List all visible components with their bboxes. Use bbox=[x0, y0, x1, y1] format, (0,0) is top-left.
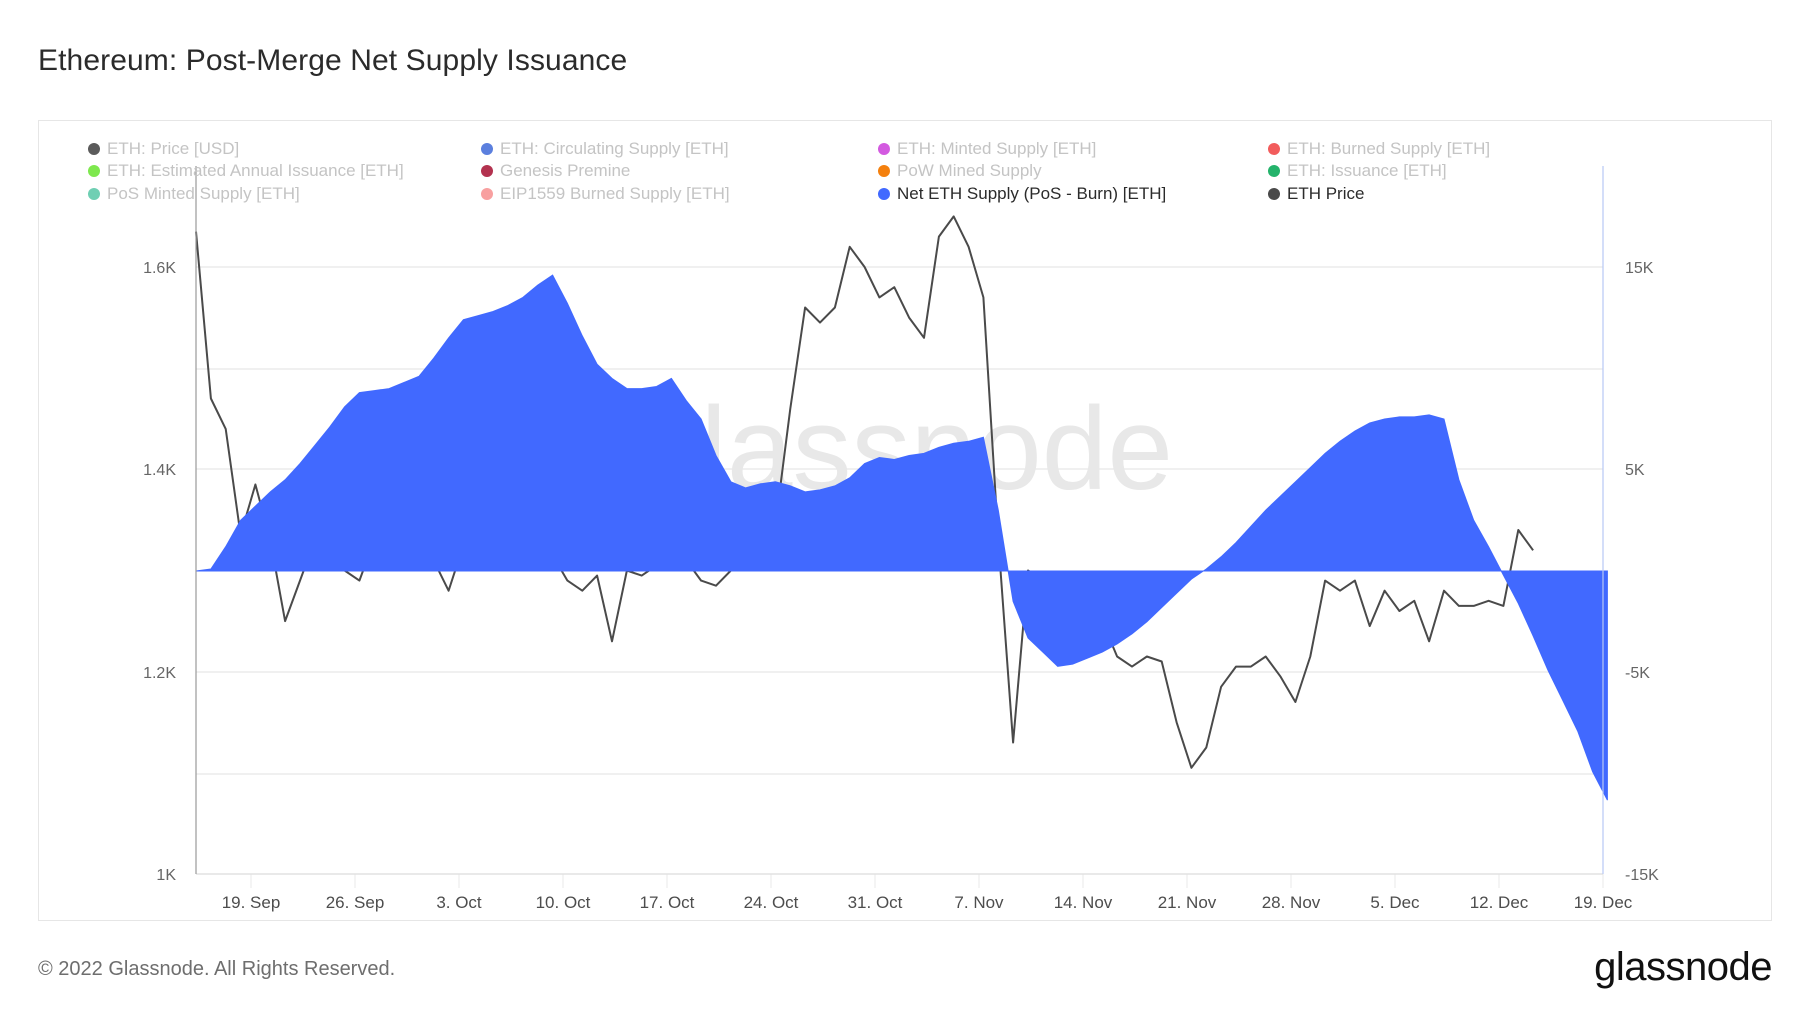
x-tick-label: 31. Oct bbox=[848, 893, 903, 912]
right-axis-label: -5K bbox=[1625, 665, 1650, 682]
legend-dot-icon bbox=[878, 143, 890, 155]
legend-label: ETH: Minted Supply [ETH] bbox=[897, 139, 1097, 158]
x-tick-label: 5. Dec bbox=[1370, 893, 1420, 912]
net-supply-area bbox=[195, 274, 1608, 801]
legend-item[interactable]: Net ETH Supply (PoS - Burn) [ETH] bbox=[878, 183, 1166, 205]
x-tick-label: 14. Nov bbox=[1054, 893, 1113, 912]
legend-label: Net ETH Supply (PoS - Burn) [ETH] bbox=[897, 184, 1167, 203]
legend-label: ETH: Price [USD] bbox=[107, 139, 240, 158]
legend-dot-icon bbox=[1268, 188, 1280, 200]
x-tick-label: 19. Dec bbox=[1574, 893, 1633, 912]
legend-label: Genesis Premine bbox=[500, 161, 631, 180]
x-tick-label: 21. Nov bbox=[1158, 893, 1217, 912]
legend-dot-icon bbox=[88, 188, 100, 200]
x-tick-label: 7. Nov bbox=[954, 893, 1004, 912]
legend-dot-icon bbox=[1268, 165, 1280, 177]
legend-label: PoS Minted Supply [ETH] bbox=[107, 184, 300, 203]
legend-dot-icon bbox=[481, 143, 493, 155]
legend-label: ETH Price bbox=[1287, 184, 1365, 203]
left-axis-label: 1K bbox=[156, 867, 176, 884]
legend-item[interactable]: ETH: Minted Supply [ETH] bbox=[878, 138, 1096, 160]
legend-dot-icon bbox=[481, 188, 493, 200]
legend-item[interactable]: PoS Minted Supply [ETH] bbox=[88, 183, 300, 205]
legend-item[interactable]: ETH: Circulating Supply [ETH] bbox=[481, 138, 729, 160]
left-axis-label: 1.2K bbox=[143, 665, 176, 682]
legend-dot-icon bbox=[88, 143, 100, 155]
chart-container: 19. Sep 26. Sep 3. Oct 10. Oct 17. Oct 24. Oc… bbox=[38, 120, 1772, 921]
page-title: Ethereum: Post-Merge Net Supply Issuance bbox=[38, 44, 628, 77]
x-tick-label: 17. Oct bbox=[640, 893, 695, 912]
legend-dot-icon bbox=[878, 165, 890, 177]
right-axis-label: 5K bbox=[1625, 462, 1645, 479]
x-tick-label: 10. Oct bbox=[536, 893, 591, 912]
legend-dot-icon bbox=[1268, 143, 1280, 155]
right-axis-label: -15K bbox=[1625, 867, 1659, 884]
legend-dot-icon bbox=[878, 188, 890, 200]
x-tick-label: 28. Nov bbox=[1262, 893, 1321, 912]
legend-item[interactable]: ETH: Price [USD] bbox=[88, 138, 239, 160]
x-tick-label: 3. Oct bbox=[436, 893, 482, 912]
legend-item[interactable]: EIP1559 Burned Supply [ETH] bbox=[481, 183, 730, 205]
copyright-text: © 2022 Glassnode. All Rights Reserved. bbox=[38, 958, 396, 980]
legend-label: ETH: Estimated Annual Issuance [ETH] bbox=[107, 161, 404, 180]
x-tick-label: 26. Sep bbox=[326, 893, 385, 912]
legend-item[interactable]: ETH: Issuance [ETH] bbox=[1268, 160, 1447, 182]
glassnode-logo: glassnode bbox=[1594, 945, 1772, 989]
legend-dot-icon bbox=[88, 165, 100, 177]
legend-item[interactable]: ETH: Burned Supply [ETH] bbox=[1268, 138, 1490, 160]
legend-label: ETH: Burned Supply [ETH] bbox=[1287, 139, 1491, 158]
legend-item[interactable]: ETH: Estimated Annual Issuance [ETH] bbox=[88, 160, 404, 182]
right-axis-label: 15K bbox=[1625, 260, 1654, 277]
legend-dot-icon bbox=[481, 165, 493, 177]
legend-item[interactable]: ETH Price bbox=[1268, 183, 1364, 205]
legend-label: EIP1559 Burned Supply [ETH] bbox=[500, 184, 730, 203]
x-tick-label: 12. Dec bbox=[1470, 893, 1529, 912]
legend-label: ETH: Issuance [ETH] bbox=[1287, 161, 1447, 180]
left-axis-label: 1.4K bbox=[143, 462, 176, 479]
x-tick-label: 24. Oct bbox=[744, 893, 799, 912]
chart-plot: 19. Sep 26. Sep 3. Oct 10. Oct 17. Oct 24. Oc… bbox=[143, 166, 1659, 912]
legend-label: ETH: Circulating Supply [ETH] bbox=[500, 139, 729, 158]
x-tick-label: 19. Sep bbox=[222, 893, 281, 912]
legend-item[interactable]: Genesis Premine bbox=[481, 160, 630, 182]
legend-item[interactable]: PoW Mined Supply bbox=[878, 160, 1042, 182]
left-axis-label: 1.6K bbox=[143, 260, 176, 277]
legend-label: PoW Mined Supply bbox=[897, 161, 1042, 180]
